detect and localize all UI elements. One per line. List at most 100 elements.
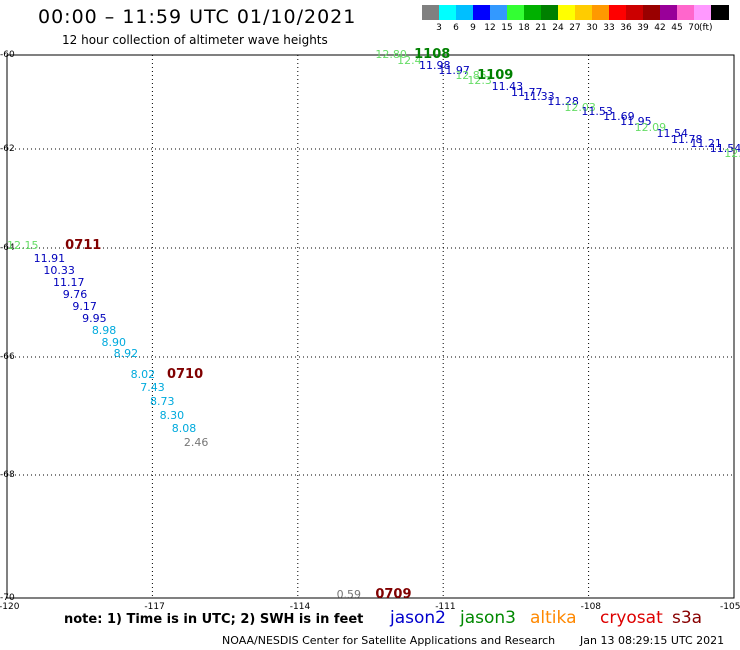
wave-height-value: 11.69: [603, 110, 635, 124]
wave-height-value: 8.08: [171, 421, 197, 435]
legend-label: 30: [586, 23, 598, 33]
wave-height-value: 10.33: [43, 263, 75, 277]
agency-credit: NOAA/NESDIS Center for Satellite Applica…: [222, 634, 556, 647]
pass-time-label: 1108: [414, 47, 451, 62]
satellite-name: jason3: [460, 608, 516, 628]
pass-time-label: 0710: [166, 366, 204, 382]
legend-swatch: [677, 5, 695, 20]
wave-height-value: 11.97: [438, 64, 470, 78]
wave-height-value: 12.4: [397, 53, 422, 67]
longitude-label: -111: [435, 602, 456, 612]
legend-label: 18: [518, 23, 530, 33]
latitude-label: -62: [0, 144, 15, 154]
legend-swatch: [643, 5, 661, 20]
longitude-label: -114: [289, 602, 311, 612]
wave-height-value: 12.19: [724, 146, 740, 160]
legend-label: 33: [603, 23, 615, 33]
wave-height-value: 12.03: [564, 100, 596, 114]
wave-height-value: 9.76: [62, 288, 88, 302]
longitude-label: -120: [0, 602, 20, 612]
longitude-label: -117: [144, 602, 165, 612]
legend-swatch: [711, 5, 729, 20]
wave-height-value: 8.98: [91, 323, 117, 337]
wave-height-value: 8.30: [159, 409, 185, 422]
legend-label: 70: [688, 23, 700, 33]
wave-height-value: 11.33: [523, 90, 555, 104]
legend-label: 12: [484, 23, 496, 33]
satellite-name: cryosat: [600, 608, 663, 628]
legend-swatch: [626, 5, 644, 20]
wave-height-value: 8.73: [149, 395, 175, 409]
legend-label: 21: [535, 23, 547, 33]
wave-height-value: 11.21: [690, 137, 722, 151]
legend-label: 24: [552, 23, 564, 33]
latitude-label: -60: [0, 50, 15, 60]
legend-label: 15: [501, 23, 513, 33]
wave-height-value: 11.98: [418, 58, 451, 72]
wave-height-value: 11.43: [491, 79, 524, 93]
pass-time-label: 1109: [477, 68, 514, 84]
wave-height-value: 9.17: [72, 299, 97, 313]
map-border: [6, 54, 735, 599]
generation-timestamp: Jan 13 08:29:15 UTC 2021: [580, 634, 725, 647]
legend-label: 3: [436, 23, 442, 33]
legend-swatch: [694, 5, 712, 20]
wave-height-value: 8.92: [113, 347, 139, 361]
pass-time-label: 0711: [65, 237, 102, 253]
longitude-label: -108: [580, 602, 602, 612]
wave-height-value: 12.09: [634, 120, 667, 134]
wave-height-value: 11.77: [511, 85, 543, 99]
wave-height-value: 11.91: [33, 251, 66, 265]
wave-height-value: 11.28: [547, 95, 579, 108]
wave-height-value: 7.43: [140, 380, 165, 394]
legend-swatch: [575, 5, 593, 20]
legend-label: 9: [470, 23, 476, 33]
wave-height-value: 8.02: [130, 367, 156, 381]
legend-swatch: [660, 5, 678, 20]
wave-height-value: 12.85: [455, 69, 487, 83]
latitude-label: -64: [0, 243, 15, 253]
legend-swatch: [422, 5, 440, 20]
legend-label: 27: [569, 23, 581, 33]
satellite-name: altika: [530, 608, 577, 628]
legend-swatch: [524, 5, 542, 20]
wave-height-value: 11.78: [670, 132, 703, 146]
wave-height-value: 8.90: [101, 336, 127, 350]
legend-swatch: [541, 5, 559, 20]
wave-height-value: 9.95: [82, 311, 107, 325]
wave-height-value: 11.95: [620, 114, 652, 128]
latitude-label: -68: [0, 470, 15, 480]
legend-label: 42: [654, 23, 666, 33]
satellite-name: jason2: [390, 608, 446, 628]
legend-swatch: [592, 5, 610, 20]
wave-height-value: 2.46: [183, 435, 209, 449]
longitude-label: -105: [720, 602, 740, 612]
page-subtitle: 12 hour collection of altimeter wave hei…: [62, 33, 328, 47]
pass-time-label: 0709: [375, 586, 412, 602]
legend-swatch: [609, 5, 627, 20]
footer-note: note: 1) Time is in UTC; 2) SWH is in fe…: [64, 612, 364, 627]
wave-height-value: 11.54: [656, 126, 688, 140]
page-title: 00:00 – 11:59 UTC 01/10/2021: [38, 6, 357, 28]
legend-label: 39: [637, 23, 649, 33]
legend-swatch: [558, 5, 576, 20]
legend-unit: (ft): [699, 23, 713, 33]
wave-height-value: 11.54: [709, 142, 740, 155]
wave-height-value: 12.3: [467, 73, 492, 87]
latitude-label: -70: [0, 593, 15, 603]
latitude-label: -66: [0, 352, 15, 362]
legend-swatch: [490, 5, 508, 20]
wave-height-value: 12.15: [7, 238, 39, 252]
wave-height-value: 11.53: [581, 105, 613, 119]
wave-height-value: 12.80: [375, 48, 407, 61]
wave-height-value: 0.59: [336, 587, 362, 601]
legend-swatch: [473, 5, 491, 20]
legend-label: 36: [620, 23, 632, 33]
legend-swatch: [439, 5, 457, 20]
legend-label: 45: [671, 23, 683, 33]
legend-swatch: [456, 5, 474, 20]
satellite-name: s3a: [672, 608, 703, 628]
wave-height-value: 11.17: [53, 276, 85, 290]
legend-swatch: [507, 5, 525, 20]
